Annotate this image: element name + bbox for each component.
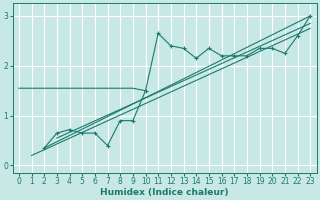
X-axis label: Humidex (Indice chaleur): Humidex (Indice chaleur) xyxy=(100,188,229,197)
